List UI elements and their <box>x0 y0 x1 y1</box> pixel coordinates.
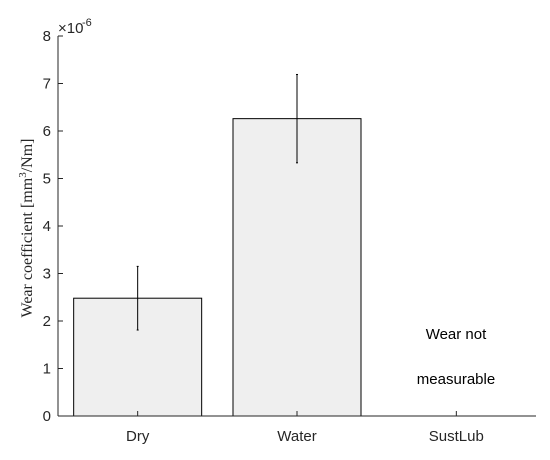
y-tick-label: 7 <box>43 76 51 93</box>
x-tick-label-dry: Dry <box>126 428 150 445</box>
bars-layer <box>73 73 362 417</box>
y-tick-label: 8 <box>43 28 51 45</box>
y-tick-label: 5 <box>43 171 51 188</box>
y-tick-label: 4 <box>43 218 51 235</box>
multiplier-exponent: -6 <box>82 17 92 29</box>
multiplier-base: ×10 <box>58 20 83 37</box>
annotation-line-2: measurable <box>417 371 495 388</box>
y-axis-label-superscript: 3 <box>17 172 29 178</box>
y-axis-multiplier: ×10 -6 <box>58 17 92 37</box>
y-axis-label-tail: /Nm] <box>19 139 36 173</box>
annotation-line-1: Wear not <box>426 326 487 343</box>
x-tick-label-sustlub: SustLub <box>429 428 484 445</box>
x-tick-label-water: Water <box>277 428 316 445</box>
y-tick-label: 3 <box>43 266 51 283</box>
y-tick-label: 2 <box>43 313 51 330</box>
y-tick-label: 0 <box>43 408 51 425</box>
y-axis-label: Wear coefficient [mm3/Nm] <box>17 139 36 318</box>
y-axis-label-main: Wear coefficient [mm <box>19 177 36 317</box>
y-tick-label: 1 <box>43 361 51 378</box>
y-tick-label: 6 <box>43 123 51 140</box>
y-ticks: 0 1 2 3 4 5 6 7 8 <box>43 28 63 425</box>
annotation: Wear not measurable <box>417 326 495 388</box>
x-ticks: Dry Water SustLub <box>126 411 484 445</box>
